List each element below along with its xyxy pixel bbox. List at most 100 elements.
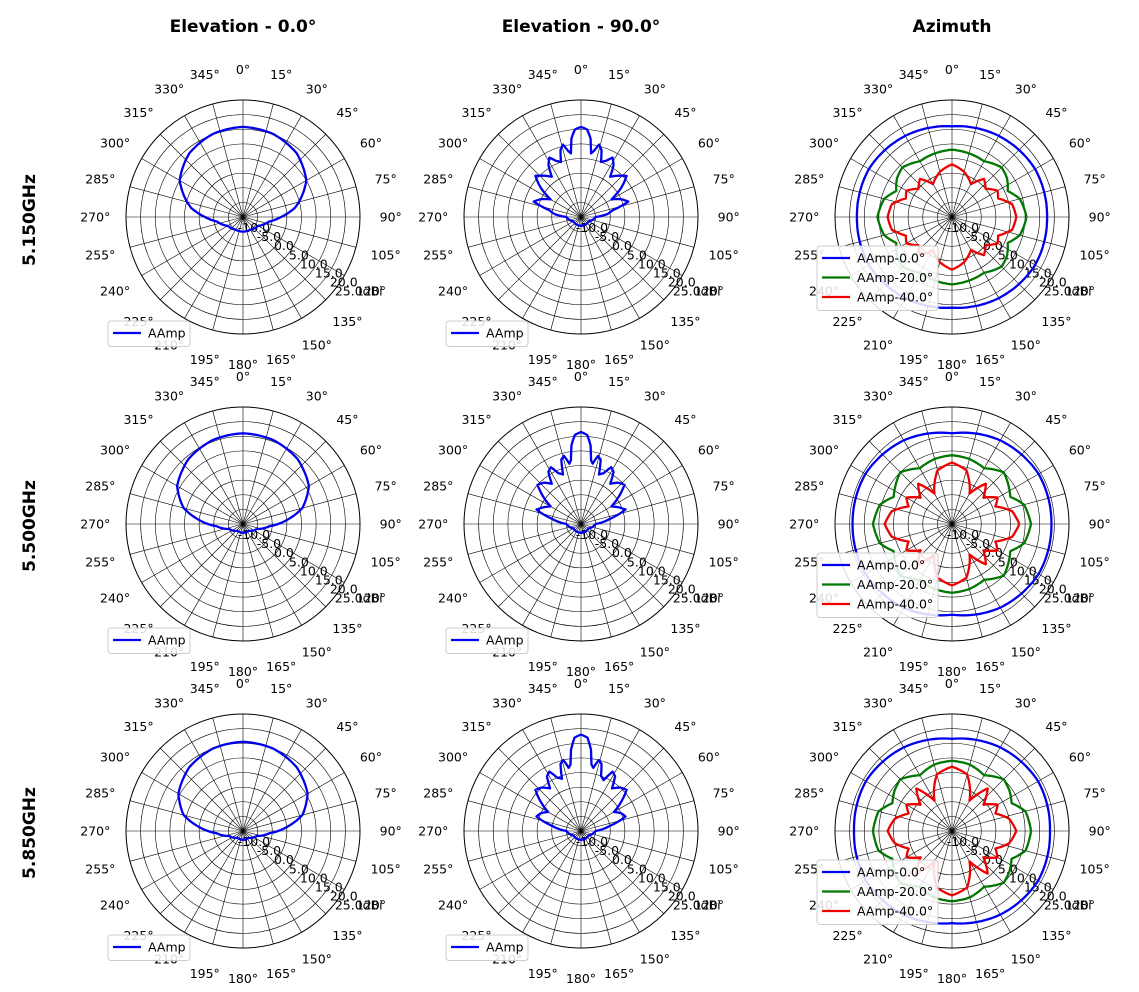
angle-tick-label: 135° [1041,928,1071,943]
angle-tick-label: 75° [1084,478,1106,493]
grid-spoke [580,186,695,218]
grid-spoke [580,523,683,583]
radial-tick-label: 5.0 [627,554,647,569]
angle-tick-label: 75° [375,478,397,493]
angle-tick-label: 285° [794,785,824,800]
grid-spoke [580,800,695,832]
grid-spoke [580,216,612,331]
radial-tick-label: -10.0 [238,834,270,849]
angle-tick-label: 180° [228,971,258,986]
row-title-5850: 5.850GHz [20,787,40,879]
angle-tick-label: 15° [979,67,1001,82]
angle-tick-label: 345° [190,681,220,696]
angle-tick-label: 15° [608,681,630,696]
radial-tick-label: 25.0dBi [335,591,383,606]
angle-tick-label: 270° [418,824,448,839]
grid-spoke [242,158,345,218]
angle-tick-label: 195° [899,352,929,367]
angle-tick-label: 195° [190,352,220,367]
angle-tick-label: 315° [832,105,862,120]
angle-tick-label: 105° [371,862,401,877]
angle-tick-label: 270° [418,210,448,225]
radial-tick-label: -10.0 [576,834,608,849]
grid-spoke [921,410,953,525]
radial-tick-label: 15.0 [315,265,343,280]
radial-tick-label: 20.0 [668,581,696,596]
angle-tick-label: 90° [380,824,402,839]
radial-tick-label: 25.0dBi [335,284,383,299]
grid-spoke [951,422,1011,525]
polar-chart-1: 0°345°330°315°300°285°270°255°240°225°21… [80,62,402,372]
angle-tick-label: 120° [1065,283,1095,298]
grid-spoke [467,523,582,555]
angle-tick-label: 90° [1089,824,1111,839]
series-line [886,765,1018,897]
angle-tick-label: 120° [356,283,386,298]
angle-tick-label: 180° [566,971,596,986]
grid-spoke [580,216,664,300]
grid-spoke [242,800,357,832]
grid-spoke [242,729,302,832]
angle-tick-label: 45° [1045,719,1067,734]
angle-tick-label: 225° [832,621,862,636]
angle-tick-label: 30° [306,696,328,711]
angle-tick-label: 270° [80,517,110,532]
grid-spoke [467,186,582,218]
grid-spoke [580,465,683,525]
legend: AAmp-0.0° AAmp-20.0° AAmp-40.0° [816,245,939,311]
angle-tick-label: 15° [270,681,292,696]
grid-spoke [129,493,244,525]
grid-spoke [550,216,582,331]
column-title-elevation-0: Elevation - 0.0° [170,17,317,37]
angle-tick-label: 300° [100,136,130,151]
angle-tick-label: 75° [375,785,397,800]
radial-tick-label: -5.0 [595,536,619,551]
grid-spoke [242,523,326,607]
angle-tick-label: 270° [418,517,448,532]
radial-tick-label: 5.0 [627,861,647,876]
angle-tick-label: 150° [302,951,332,966]
angle-tick-label: 45° [674,105,696,120]
series-line [534,733,628,841]
grid-spoke [951,523,983,638]
angle-tick-label: 180° [228,664,258,679]
grid-spoke [869,748,953,832]
radial-tick-label: 5.0 [627,247,647,262]
grid-spoke [498,523,582,607]
grid-spoke [498,216,582,300]
grid-spoke [580,830,683,890]
angle-tick-label: 300° [809,136,839,151]
angle-tick-label: 0° [574,369,588,384]
angle-tick-label: 255° [423,248,453,263]
angle-tick-label: 105° [1080,862,1110,877]
grid-spoke [580,748,664,832]
angle-tick-label: 150° [640,337,670,352]
grid-spoke [242,748,326,832]
radial-tick-label: -5.0 [257,536,281,551]
angle-tick-label: 285° [85,785,115,800]
radial-tick-label: -5.0 [966,536,990,551]
angle-tick-label: 45° [336,105,358,120]
grid-spoke [838,830,953,862]
angle-tick-label: 345° [528,67,558,82]
grid-spoke [242,441,326,525]
grid-spoke [212,523,244,638]
grid-spoke [242,216,274,331]
angle-tick-label: 195° [528,659,558,674]
angle-tick-label: 315° [461,412,491,427]
grid-spoke [242,830,326,914]
angle-tick-label: 240° [100,897,130,912]
grid-spoke [242,410,274,525]
grid-spoke [850,465,953,525]
radial-tick-label: 5.0 [289,554,309,569]
grid-spoke [550,717,582,832]
radial-tick-label: 10.0 [1009,870,1037,885]
grid-spoke [242,772,345,832]
angle-tick-label: 330° [492,389,522,404]
legend-frame [445,627,529,654]
grid-spoke [160,441,244,525]
grid-spoke [479,216,582,276]
angle-tick-label: 240° [438,283,468,298]
radial-tick-label: -10.0 [576,527,608,542]
